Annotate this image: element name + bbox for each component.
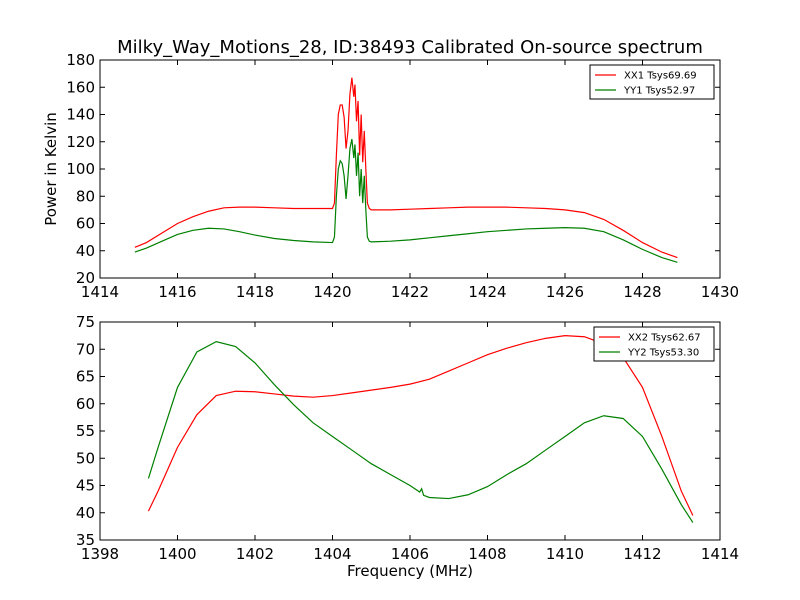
y-tick-label: 120 (66, 133, 95, 151)
y-tick-label: 70 (76, 340, 95, 358)
x-tick-label: 1414 (701, 545, 739, 563)
y-tick-label: 60 (76, 395, 95, 413)
series-line-2 (147, 340, 694, 523)
x-tick-label: 1428 (623, 283, 661, 301)
y-tick-label: 100 (66, 160, 95, 178)
legend-label-1: XX2 Tsys62.67 (628, 333, 701, 344)
x-tick-label: 1410 (546, 545, 584, 563)
legend-label-1: XX1 Tsys69.69 (624, 71, 697, 82)
x-axis-label: Frequency (MHz) (347, 562, 473, 580)
y-tick-label: 180 (66, 51, 95, 69)
figure-title: Milky_Way_Motions_28, ID:38493 Calibrate… (117, 37, 703, 58)
y-tick-label: 35 (76, 531, 95, 549)
x-tick-label: 1416 (158, 283, 196, 301)
x-tick-label: 1424 (468, 283, 506, 301)
x-tick-label: 1398 (81, 545, 119, 563)
x-tick-label: 1418 (236, 283, 274, 301)
y-tick-label: 40 (76, 504, 95, 522)
y-tick-label: 140 (66, 106, 95, 124)
legend-box (589, 64, 715, 100)
y-tick-label: 20 (76, 269, 95, 287)
x-tick-label: 1404 (313, 545, 351, 563)
y-tick-label: 45 (76, 477, 95, 495)
x-tick-label: 1414 (81, 283, 119, 301)
x-tick-label: 1406 (391, 545, 429, 563)
y-tick-label: 75 (76, 313, 95, 331)
y-tick-label: 40 (76, 242, 95, 260)
x-tick-label: 1400 (158, 545, 196, 563)
x-tick-label: 1426 (546, 283, 584, 301)
x-tick-label: 1420 (313, 283, 351, 301)
bottom-panel: 1398 1400 1402 1404 1406 1408 1410 1412 1414 35 40… (76, 313, 739, 580)
legend-label-2: YY1 Tsys52.97 (623, 86, 695, 97)
y-tick-label: 65 (76, 368, 95, 386)
x-tick-label: 1402 (236, 545, 274, 563)
y-tick-label: 80 (76, 187, 95, 205)
legend: XX1 Tsys69.69 YY1 Tsys52.97 (589, 64, 715, 100)
legend-label-2: YY2 Tsys53.30 (627, 348, 699, 359)
x-tick-label: 1422 (391, 283, 429, 301)
legend-box (593, 326, 715, 362)
top-panel: 1414 1416 1418 1420 1422 1424 1426 1428 1430 20 40… (42, 51, 739, 301)
y-axis-label: Power in Kelvin (42, 112, 60, 226)
series-line-1 (134, 77, 678, 259)
x-tick-label: 1408 (468, 545, 506, 563)
y-tick-label: 55 (76, 422, 95, 440)
y-tick-label: 50 (76, 449, 95, 467)
y-tick-label: 160 (66, 78, 95, 96)
legend: XX2 Tsys62.67 YY2 Tsys53.30 (593, 326, 715, 362)
x-tick-label: 1430 (701, 283, 739, 301)
series-line-2 (134, 138, 678, 263)
x-tick-label: 1412 (623, 545, 661, 563)
y-tick-label: 60 (76, 215, 95, 233)
